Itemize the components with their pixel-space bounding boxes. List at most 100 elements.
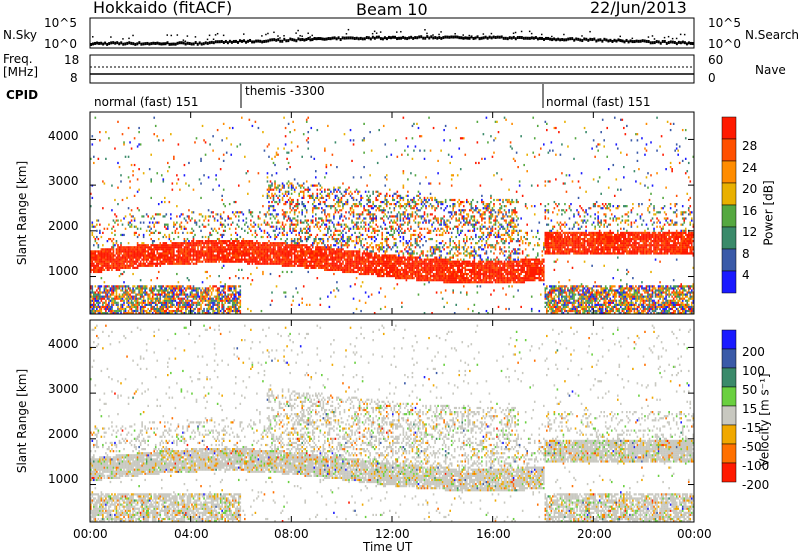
range-cell [369, 244, 371, 247]
range-cell [154, 256, 157, 259]
range-cell [373, 217, 376, 220]
range-cell [117, 120, 119, 123]
range-cell [103, 285, 106, 288]
range-cell [328, 235, 331, 239]
range-cell [328, 254, 331, 257]
range-cell [256, 256, 258, 259]
range-cell [351, 262, 353, 265]
range-cell [111, 285, 113, 288]
range-cell [242, 248, 245, 251]
range-cell [142, 215, 145, 218]
range-cell [228, 203, 231, 206]
range-cell [147, 248, 149, 251]
range-cell [194, 301, 196, 304]
range-cell [367, 198, 370, 202]
range-cell [382, 211, 385, 214]
range-cell [132, 258, 134, 261]
range-cell [209, 215, 211, 218]
range-cell [182, 231, 184, 234]
range-cell [296, 256, 299, 259]
range-cell [111, 299, 113, 302]
noise-sample [526, 36, 529, 40]
range-cell [176, 309, 178, 313]
range-cell [157, 291, 160, 294]
range-cell [117, 254, 119, 257]
range-cell [366, 270, 368, 274]
range-cell [129, 305, 131, 309]
range-cell [167, 254, 169, 257]
range-cell [358, 272, 361, 276]
noise-sample [639, 39, 642, 43]
range-cell [375, 219, 377, 222]
range-cell [254, 235, 257, 239]
range-cell [231, 299, 234, 302]
range-cell [135, 260, 137, 263]
range-cell [392, 235, 394, 239]
noise-sample [375, 35, 378, 39]
range-cell [218, 274, 220, 278]
range-cell [295, 223, 297, 226]
range-cell [369, 211, 371, 214]
range-cell [209, 305, 211, 309]
noise-sample [389, 36, 392, 40]
range-cell [384, 305, 387, 309]
range-cell [381, 268, 384, 272]
range-cell [272, 161, 275, 165]
range-cell [367, 264, 370, 267]
noise-sample [172, 42, 175, 46]
range-cell [167, 262, 169, 265]
range-cell [151, 215, 154, 218]
range-cell [234, 200, 237, 204]
range-cell [141, 250, 143, 253]
range-cell [289, 223, 291, 226]
range-cell [219, 299, 222, 302]
range-cell [388, 215, 391, 218]
range-cell [171, 252, 174, 255]
range-cell [231, 250, 234, 253]
range-cell [292, 246, 294, 249]
range-cell [289, 200, 291, 204]
range-cell [206, 277, 208, 280]
range-cell [121, 295, 124, 298]
range-cell [162, 309, 165, 313]
range-cell [330, 268, 332, 272]
range-cell [372, 235, 374, 239]
range-cell [94, 258, 97, 261]
range-cell [219, 240, 222, 243]
range-cell [203, 244, 205, 247]
range-cell [247, 242, 249, 245]
noise-sample [518, 35, 521, 39]
range-cell [263, 252, 266, 255]
range-cell [331, 254, 334, 257]
range-cell [311, 242, 314, 245]
range-cell [145, 285, 148, 288]
range-cell [251, 215, 254, 218]
range-cell [118, 297, 121, 300]
range-cell [305, 237, 308, 241]
range-cell [97, 157, 100, 160]
range-cell [305, 246, 308, 249]
range-cell [330, 264, 332, 267]
range-cell [130, 312, 133, 315]
range-cell [289, 250, 291, 253]
range-cell [162, 262, 165, 265]
range-cell [183, 246, 186, 249]
range-cell [327, 266, 329, 269]
range-cell [103, 250, 106, 253]
range-cell [343, 256, 346, 259]
range-cell [293, 240, 296, 243]
range-cell [167, 223, 169, 226]
range-cell [142, 258, 145, 261]
range-cell [179, 225, 181, 228]
range-cell [224, 291, 226, 294]
range-cell [108, 266, 110, 269]
range-cell [263, 231, 266, 234]
range-cell [197, 250, 199, 253]
range-cell [318, 262, 320, 265]
range-cell [239, 303, 242, 306]
range-cell [173, 258, 175, 261]
range-cell [213, 301, 216, 304]
range-cell [117, 203, 119, 206]
noise-sample [460, 36, 463, 40]
range-cell [219, 250, 222, 253]
